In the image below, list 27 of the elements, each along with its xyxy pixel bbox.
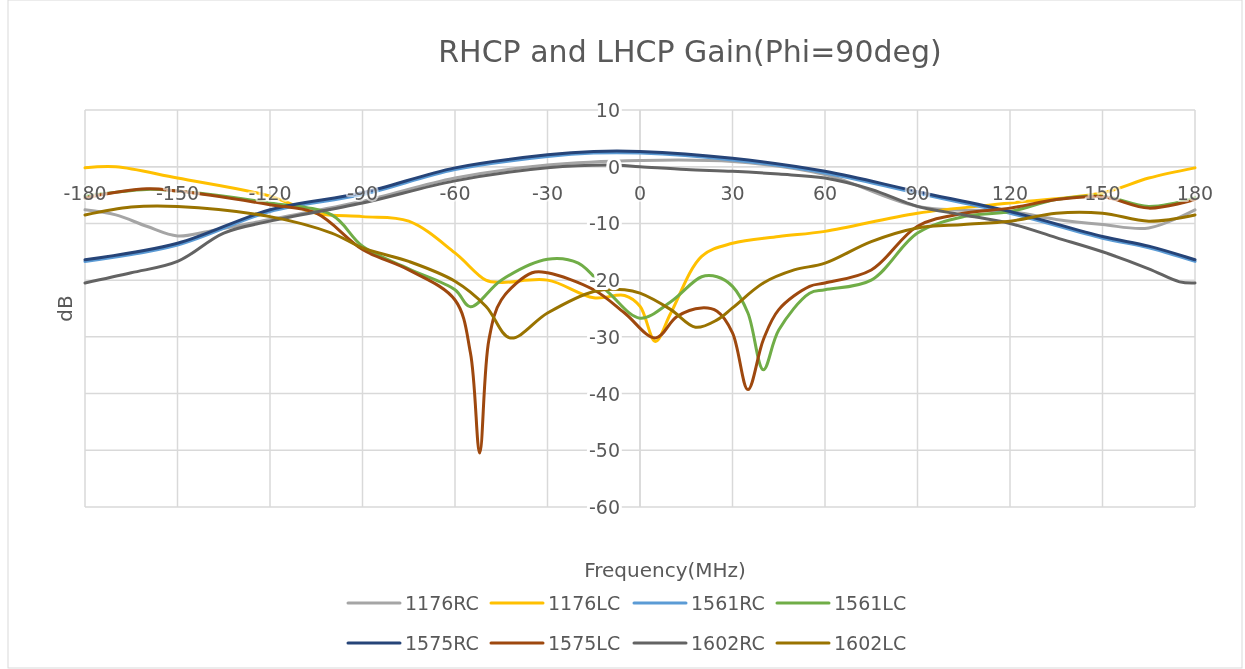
y-tick-label: -40 <box>588 382 620 405</box>
x-tick-label: 120 <box>991 181 1029 204</box>
x-tick-label: 0 <box>633 181 647 204</box>
legend-label: 1602LC <box>834 632 907 654</box>
x-tick-label: 180 <box>1176 181 1214 204</box>
legend-label: 1561LC <box>834 592 907 614</box>
legend-label: 1176RC <box>405 592 479 614</box>
x-tick-label: 30 <box>720 181 745 204</box>
chart-title: RHCP and LHCP Gain(Phi=90deg) <box>438 34 942 69</box>
x-tick-label: -30 <box>531 181 564 204</box>
x-tick-label: -60 <box>439 181 471 204</box>
legend-label: 1575RC <box>405 632 479 654</box>
y-tick-label: -50 <box>588 439 620 462</box>
y-tick-label: -30 <box>588 325 620 348</box>
legend-label: 1561RC <box>691 592 765 614</box>
legend-label: 1575LC <box>548 632 621 654</box>
y-tick-label: -10 <box>588 212 620 235</box>
x-tick-label: -180 <box>63 181 107 204</box>
x-tick-label: 60 <box>812 181 838 204</box>
y-tick-label: 10 <box>595 99 620 121</box>
legend-label: 1176LC <box>548 592 621 614</box>
y-tick-label: -60 <box>588 496 620 518</box>
legend-label: 1602RC <box>691 632 765 654</box>
x-tick-label: 150 <box>1084 181 1121 204</box>
x-axis-title: Frequency(MHz) <box>584 558 746 582</box>
x-tick-label: -90 <box>346 181 379 204</box>
y-axis-title: dB <box>53 295 77 322</box>
